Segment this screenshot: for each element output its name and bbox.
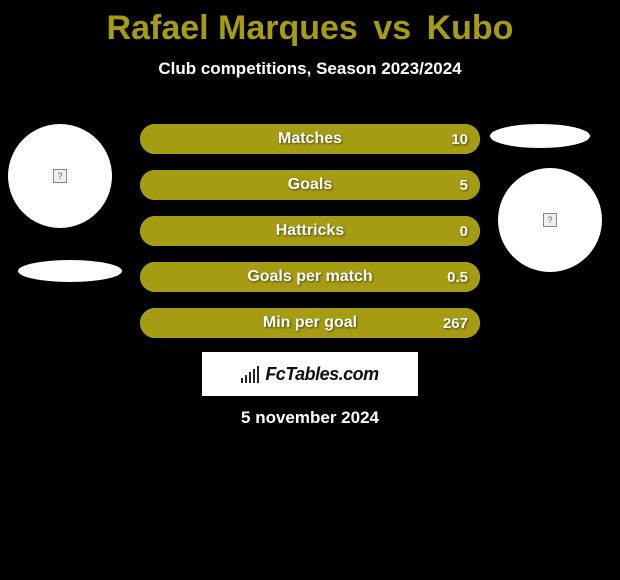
stat-label: Min per goal [140,308,480,338]
vs-text: vs [373,9,411,47]
footer-date: 5 november 2024 [0,408,620,428]
stat-label: Goals [140,170,480,200]
stat-row: Min per goal267 [140,308,480,338]
stat-label: Hattricks [140,216,480,246]
brand-box: FcTables.com [202,352,418,396]
stat-value: 267 [443,308,468,338]
placeholder-icon: ? [53,169,67,183]
stat-value: 0 [460,216,468,246]
player1-name: Rafael Marques [107,9,358,47]
comparison-title: Rafael Marques vs Kubo [0,0,620,49]
left-ellipse [18,260,122,282]
stat-value: 0.5 [447,262,468,292]
stat-value: 10 [451,124,468,154]
stat-row: Goals per match0.5 [140,262,480,292]
placeholder-icon: ? [543,213,557,227]
player2-name: Kubo [427,9,514,47]
stat-value: 5 [460,170,468,200]
player2-avatar: ? [498,168,602,272]
stat-row: Hattricks0 [140,216,480,246]
stat-label: Matches [140,124,480,154]
right-ellipse [490,124,590,148]
stat-row: Goals5 [140,170,480,200]
stats-bars: Matches10 Goals5 Hattricks0 Goals per match… [140,124,480,354]
stat-label: Goals per match [140,262,480,292]
stat-row: Matches10 [140,124,480,154]
brand-text: FcTables.com [265,364,378,385]
player1-avatar: ? [8,124,112,228]
subtitle: Club competitions, Season 2023/2024 [0,59,620,79]
brand-bars-icon [241,365,259,383]
